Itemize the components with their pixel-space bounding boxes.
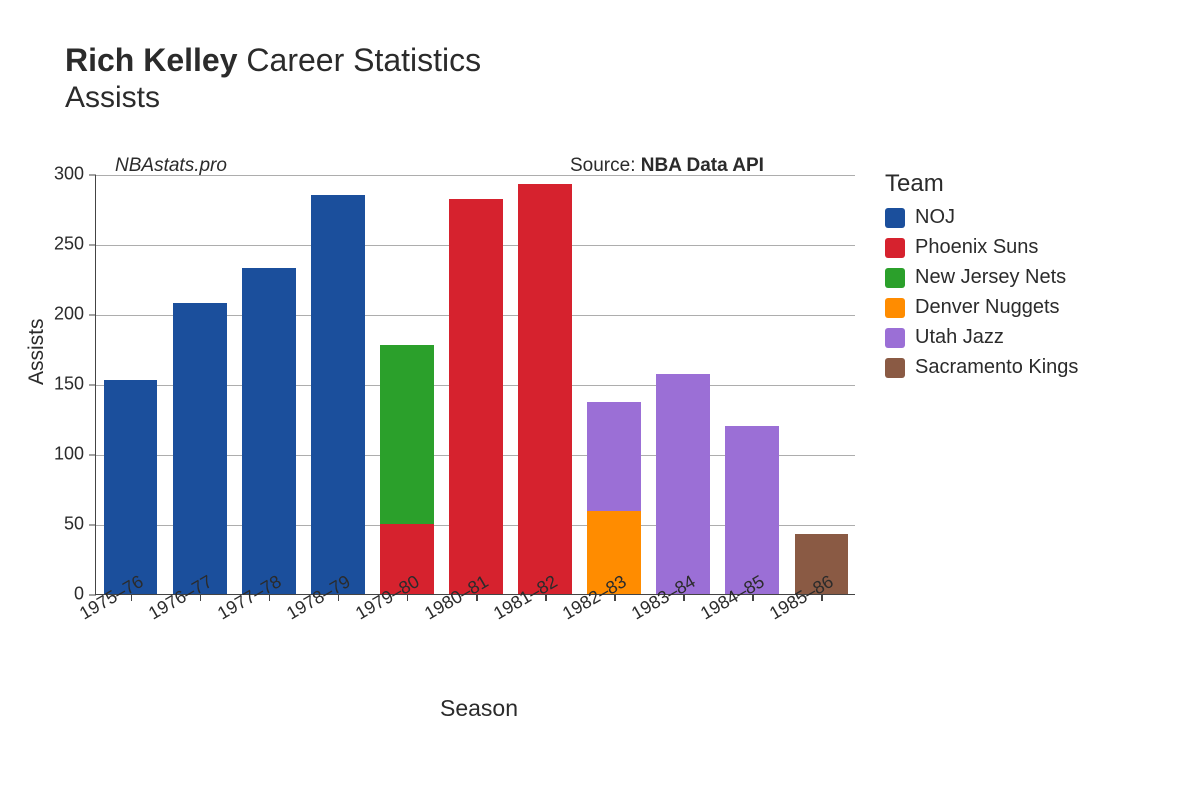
- legend-swatch: [885, 358, 905, 378]
- legend-swatch: [885, 208, 905, 228]
- legend: Team NOJ Phoenix Suns New Jersey Nets Denve…: [885, 170, 1078, 386]
- legend-label: Denver Nuggets: [915, 296, 1060, 319]
- legend-title: Team: [885, 170, 1078, 198]
- legend-label: Sacramento Kings: [915, 356, 1078, 379]
- y-tick-label: 50: [64, 514, 96, 535]
- legend-label: New Jersey Nets: [915, 266, 1066, 289]
- bar-segment: [380, 345, 434, 524]
- credit-text: NBAstats.pro: [115, 155, 227, 177]
- legend-item: Utah Jazz: [885, 326, 1078, 349]
- legend-item: Sacramento Kings: [885, 356, 1078, 379]
- legend-item: Denver Nuggets: [885, 296, 1078, 319]
- bar-segment: [449, 199, 503, 594]
- bar-segment: [518, 184, 572, 594]
- legend-item: Phoenix Suns: [885, 236, 1078, 259]
- source-text: Source: NBA Data API: [570, 155, 764, 177]
- y-tick-label: 200: [54, 304, 96, 325]
- legend-swatch: [885, 238, 905, 258]
- legend-swatch: [885, 328, 905, 348]
- x-axis-label: Season: [440, 695, 518, 722]
- source-prefix: Source:: [570, 155, 641, 176]
- player-name: Rich Kelley: [65, 42, 238, 78]
- legend-item: New Jersey Nets: [885, 266, 1078, 289]
- legend-item: NOJ: [885, 206, 1078, 229]
- legend-label: NOJ: [915, 206, 955, 229]
- legend-swatch: [885, 268, 905, 288]
- bar-segment: [173, 303, 227, 594]
- legend-label: Utah Jazz: [915, 326, 1004, 349]
- y-tick-label: 250: [54, 234, 96, 255]
- bar-segment: [587, 402, 641, 511]
- bar-chart-plot: 0501001502002503001975–761976–771977–781…: [95, 175, 855, 595]
- title-rest: Career Statistics: [246, 42, 481, 78]
- legend-swatch: [885, 298, 905, 318]
- source-name: NBA Data API: [641, 155, 764, 176]
- y-tick-label: 300: [54, 164, 96, 185]
- bar-segment: [242, 268, 296, 594]
- chart-title-block: Rich Kelley Career Statistics Assists: [65, 42, 481, 115]
- title-metric: Assists: [65, 81, 481, 115]
- title-line-1: Rich Kelley Career Statistics: [65, 42, 481, 79]
- legend-label: Phoenix Suns: [915, 236, 1038, 259]
- bar-segment: [311, 195, 365, 594]
- grid-line: [96, 175, 855, 176]
- y-tick-label: 150: [54, 374, 96, 395]
- y-tick-label: 100: [54, 444, 96, 465]
- y-axis-label: Assists: [25, 318, 49, 385]
